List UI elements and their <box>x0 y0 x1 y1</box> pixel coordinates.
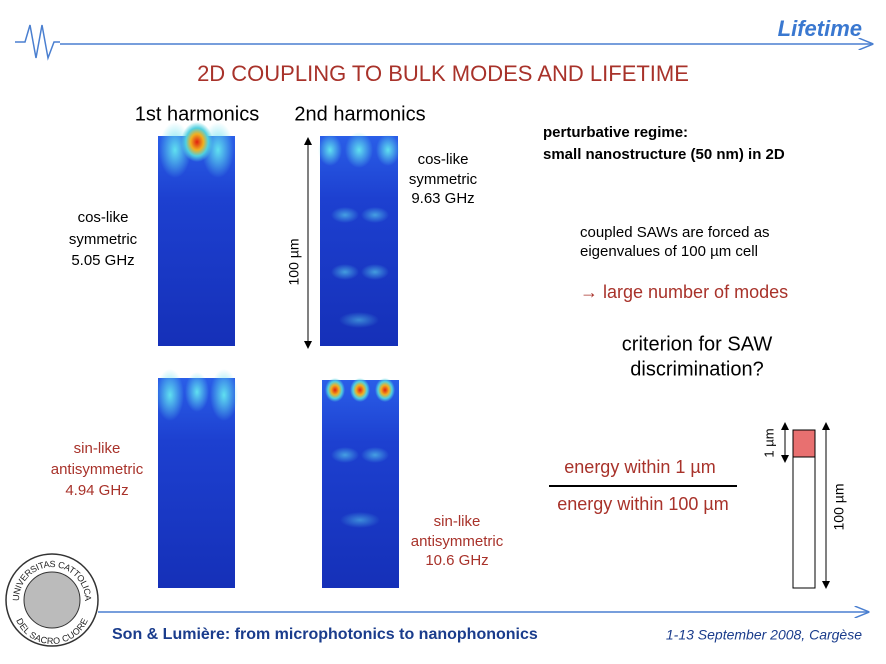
column-header: 2nd harmonics <box>294 103 425 125</box>
mode-image <box>158 122 235 346</box>
note: small nanostructure (50 nm) in 2D <box>543 146 785 163</box>
cell-label: 100 µm <box>831 484 847 531</box>
note: perturbative regime: <box>543 124 688 141</box>
label-line: 4.94 GHz <box>65 482 128 499</box>
mode-label: cos-like symmetric 5.05 GHz <box>69 209 138 269</box>
cell-label: 1 µm <box>761 428 776 457</box>
section: Lifetime <box>778 16 862 41</box>
squiggle <box>15 24 60 61</box>
title: 2D COUPLING TO BULK MODES AND LIFETIME <box>197 61 689 86</box>
label-line: 5.05 GHz <box>71 252 134 269</box>
mode-image <box>156 369 238 588</box>
mode-image <box>322 378 399 588</box>
note: eigenvalues of 100 µm cell <box>580 243 758 260</box>
label-line: sin-like <box>74 440 121 457</box>
label-line: symmetric <box>69 231 138 248</box>
denominator: energy within 100 µm <box>557 494 728 514</box>
label-line: cos-like <box>78 209 129 226</box>
label-line: 9.63 GHz <box>411 190 474 207</box>
note: discrimination? <box>630 358 763 380</box>
label-line: 10.6 GHz <box>425 552 488 569</box>
label-line: symmetric <box>409 171 478 188</box>
label-line: sin-like <box>434 513 481 530</box>
footer-left: Son & Lumière: from microphotonics to na… <box>112 626 538 643</box>
footer-right: 1-13 September 2008, Cargèse <box>666 627 862 643</box>
note: criterion for SAW <box>622 333 773 355</box>
label-line: cos-like <box>418 151 469 168</box>
label-line: antisymmetric <box>411 533 504 550</box>
scale-label: 100 µm <box>286 239 302 286</box>
label-line: antisymmetric <box>51 461 144 478</box>
numerator: energy within 1 µm <box>564 457 715 477</box>
cell-top <box>792 429 816 458</box>
note: → large number of modes <box>580 282 788 302</box>
mode-image <box>318 132 400 346</box>
column-header: 1st harmonics <box>135 103 260 125</box>
mode-label: cos-like symmetric 9.63 GHz <box>409 151 478 207</box>
mode-label: sin-like antisymmetric 10.6 GHz <box>411 513 504 569</box>
note: coupled SAWs are forced as <box>580 224 770 241</box>
logo: UNIVERSITAS CATTOLICA DEL SACRO CUORE <box>5 553 99 647</box>
mode-label: sin-like antisymmetric 4.94 GHz <box>51 440 144 499</box>
